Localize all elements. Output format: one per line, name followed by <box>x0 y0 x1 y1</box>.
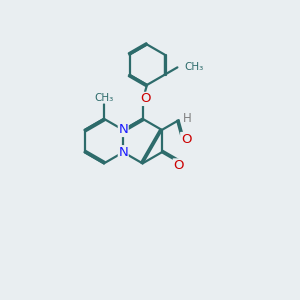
Text: O: O <box>173 159 184 172</box>
Text: N: N <box>118 123 128 136</box>
Text: O: O <box>181 133 191 146</box>
Text: CH₃: CH₃ <box>184 62 203 72</box>
Text: O: O <box>140 92 151 105</box>
Text: CH₃: CH₃ <box>94 93 114 103</box>
Text: H: H <box>183 112 192 125</box>
Text: N: N <box>118 146 128 159</box>
